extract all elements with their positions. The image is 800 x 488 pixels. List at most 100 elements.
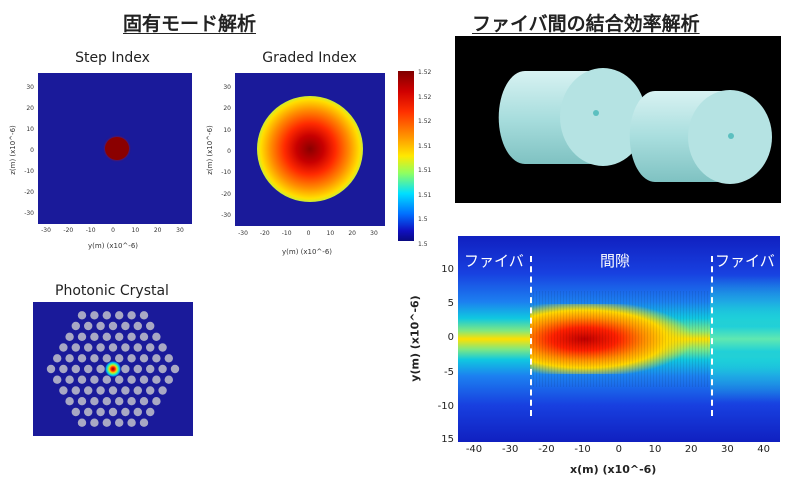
graded-index-colorbar [398, 71, 414, 241]
coupling-analysis-heading: ファイバ間の結合効率解析 [472, 13, 700, 35]
graded-index-xtick: -20 [259, 230, 270, 237]
graded-index-ylabel: z(m) (x10^-6) [205, 125, 214, 175]
interference-stripes [530, 291, 710, 387]
fiber-core-left [593, 110, 599, 116]
graded-index-ytick: 0 [227, 148, 231, 155]
photonic-crystal-hole [65, 397, 74, 406]
colorbar-tick: 1.52 [418, 93, 432, 101]
graded-index-ytick: 30 [223, 84, 231, 91]
photonic-crystal-hole [77, 375, 87, 384]
photonic-crystal-hole [65, 354, 74, 363]
photonic-crystal-hole [139, 354, 149, 363]
photonic-crystal-hole [152, 354, 161, 363]
graded-index-ytick: -20 [221, 190, 231, 198]
coupling-xtick: 10 [648, 444, 662, 455]
photonic-crystal-hole [139, 311, 149, 320]
photonic-crystal-hole [59, 386, 68, 395]
photonic-crystal-hole [77, 397, 87, 406]
step-index-xtick: 0 [111, 227, 115, 234]
photonic-crystal-hole [133, 407, 142, 417]
photonic-crystal-hole [115, 375, 124, 384]
photonic-crystal-hole [152, 332, 161, 341]
photonic-crystal-hole [133, 321, 142, 331]
photonic-crystal-hole [84, 386, 93, 395]
graded-index-xlabel: y(m) (x10^-6) [282, 248, 333, 256]
gap-field [530, 304, 712, 374]
photonic-crystal-hole [108, 343, 118, 352]
photonic-crystal-hole [170, 364, 180, 374]
photonic-crystal-hole [115, 311, 124, 320]
photonic-crystal-hole [102, 375, 112, 384]
graded-index-title: Graded Index [262, 50, 357, 66]
photonic-crystal-hole [102, 354, 112, 363]
step-index-ytick: 0 [30, 147, 34, 154]
photonic-crystal-hole [84, 343, 93, 352]
photonic-crystal-hole [152, 375, 161, 384]
photonic-crystal-hole [127, 397, 136, 406]
graded-index-xtick: -30 [238, 230, 248, 237]
coupling-xtick: -30 [502, 444, 519, 455]
photonic-crystal-hole [90, 375, 99, 384]
photonic-crystal-hole [127, 375, 136, 384]
coupling-ylabel: y(m) (x10^-6) [408, 295, 422, 382]
photonic-crystal-hole [77, 354, 87, 363]
photonic-crystal-hole [158, 343, 167, 352]
photonic-crystal-hole [77, 332, 87, 341]
fiber-3d-render [455, 36, 781, 203]
graded-index-ytick: 20 [223, 105, 231, 113]
mode-analysis-heading: 固有モード解析 [123, 13, 257, 35]
coupling-xtick: 40 [757, 444, 770, 455]
step-index-xtick: -10 [85, 227, 96, 234]
photonic-crystal-hole [127, 332, 136, 341]
photonic-crystal-hole [96, 343, 105, 352]
graded-index-xtick: 30 [370, 230, 378, 237]
photonic-crystal-hole [121, 343, 130, 352]
photonic-crystal-hole [102, 418, 112, 427]
photonic-crystal-hole [53, 375, 62, 384]
photonic-crystal-hole [84, 407, 93, 417]
photonic-crystal-plot [33, 302, 193, 436]
fiber-cylinder-left [498, 68, 646, 166]
label-fiber-left: ファイバ [464, 252, 524, 270]
step-index-ytick: -20 [24, 189, 34, 196]
photonic-crystal-hole [90, 418, 99, 427]
photonic-crystal-hole [108, 321, 118, 331]
photonic-crystal-hole [71, 386, 80, 395]
photonic-crystal-hole [139, 397, 149, 406]
photonic-crystal-hole [121, 407, 130, 417]
photonic-crystal-hole [90, 311, 99, 320]
photonic-crystal-hole [77, 418, 87, 427]
step-index-xtick: 30 [176, 227, 184, 234]
colorbar-tick: 1.5 [418, 240, 428, 248]
label-gap: 間隙 [600, 252, 631, 270]
step-index-plot [38, 73, 192, 224]
graded-index-ytick: -10 [221, 169, 231, 177]
photonic-crystal-hole [102, 332, 112, 341]
photonic-crystal-hole [133, 364, 142, 374]
coupling-ytick: 10 [441, 264, 454, 275]
graded-index-xtick: -10 [281, 230, 292, 237]
photonic-crystal-hole [71, 364, 80, 374]
coupling-xtick: -10 [574, 444, 591, 455]
photonic-crystal-hole [102, 397, 112, 406]
colorbar-tick: 1.51 [418, 191, 432, 199]
photonic-crystal-hole [84, 364, 93, 374]
photonic-crystal-hole [115, 332, 124, 341]
step-index-xtick: -30 [41, 227, 51, 234]
photonic-crystal-hole [158, 386, 167, 395]
step-index-title: Step Index [75, 50, 150, 66]
coupling-xtick: 20 [684, 444, 698, 455]
photonic-crystal-hole [127, 311, 136, 320]
step-index-xtick: 20 [153, 227, 162, 234]
colorbar-tick: 1.5 [418, 216, 428, 223]
photonic-crystal-hole [146, 386, 155, 395]
photonic-crystal-hole [102, 311, 112, 320]
photonic-crystal-hole [139, 375, 149, 384]
photonic-crystal-hole [71, 407, 80, 417]
photonic-crystal-hole [121, 386, 130, 395]
colorbar-tick: 1.51 [418, 142, 432, 150]
coupling-ytick: 5 [447, 298, 454, 309]
photonic-crystal-hole [146, 364, 155, 374]
photonic-crystal-hole [115, 354, 124, 363]
coupling-ytick: 15 [441, 434, 454, 445]
